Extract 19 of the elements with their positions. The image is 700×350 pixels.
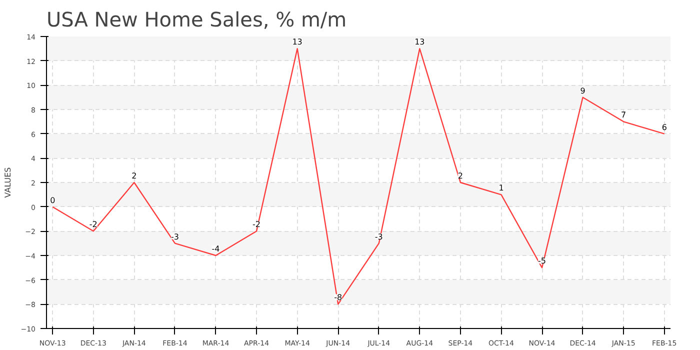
data-label: 2 bbox=[132, 172, 137, 180]
data-label: 1 bbox=[498, 184, 504, 193]
data-label: 0 bbox=[50, 196, 56, 205]
y-axis-title: VALUES bbox=[4, 167, 13, 198]
data-label: -8 bbox=[334, 293, 342, 302]
data-label: 7 bbox=[621, 110, 626, 120]
data-label: -3 bbox=[374, 232, 383, 242]
data-label: 9 bbox=[580, 86, 586, 96]
data-label: 6 bbox=[662, 122, 667, 132]
data-label: 13 bbox=[292, 38, 302, 47]
data-label: -3 bbox=[170, 232, 179, 242]
chart-title: USA New Home Sales, % m/m bbox=[46, 8, 347, 32]
data-label: 13 bbox=[414, 38, 425, 47]
data-label: -4 bbox=[212, 244, 220, 254]
line-series bbox=[52, 48, 665, 305]
data-label: 2 bbox=[458, 172, 464, 180]
data-label: -2 bbox=[252, 220, 261, 230]
data-label: -2 bbox=[89, 220, 98, 230]
data-label: -5 bbox=[538, 256, 546, 266]
